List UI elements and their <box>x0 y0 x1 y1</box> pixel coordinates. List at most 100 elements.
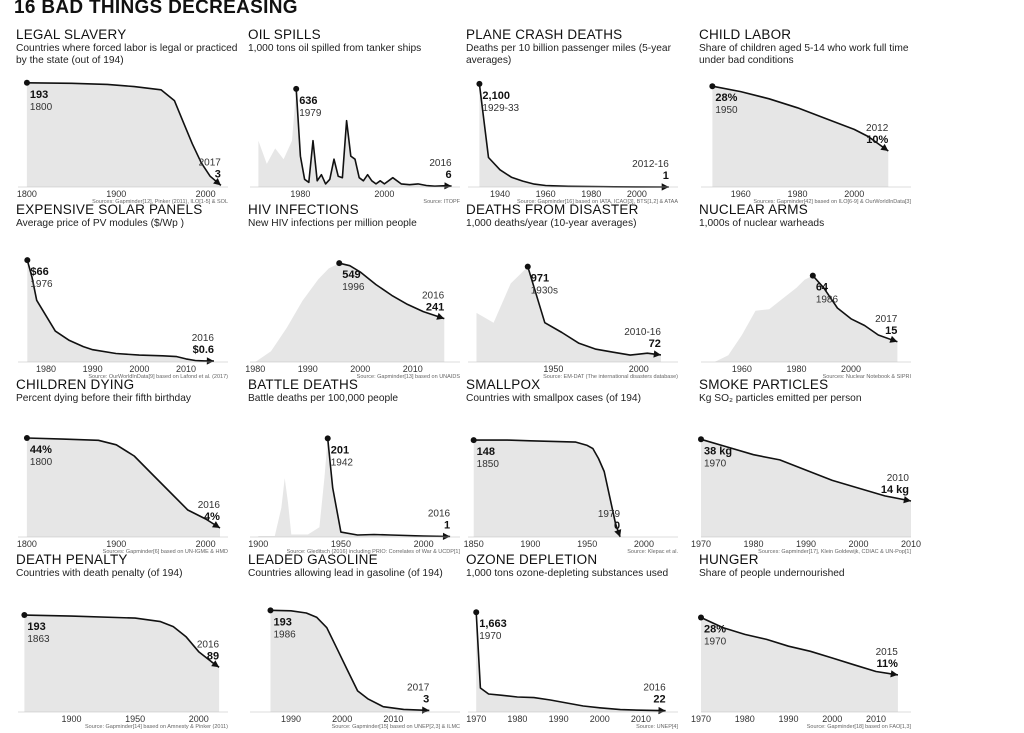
x-tick-label: 2010 <box>901 539 921 549</box>
chart-subtitle: 1,000s of nuclear warheads <box>699 218 825 229</box>
end-value-label: 22 <box>653 694 665 706</box>
x-tick-label: 2000 <box>627 189 647 199</box>
end-arrowhead <box>422 706 430 714</box>
source-note: Source: OurWorldInData[9] based on Lafon… <box>88 374 228 380</box>
end-value-label: 0 <box>614 520 620 532</box>
x-tick-label: 1980 <box>581 189 601 199</box>
x-tick-label: 2000 <box>374 189 394 199</box>
x-tick-label: 1980 <box>743 539 763 549</box>
start-point <box>809 272 816 279</box>
chart-panel: SMALLPOX Countries with smallpox cases (o… <box>464 377 688 555</box>
end-year-label: 2010 <box>887 473 910 484</box>
chart-title: HIV INFECTIONS <box>248 202 359 217</box>
start-point <box>24 257 31 264</box>
x-tick-label: 1900 <box>520 539 540 549</box>
source-note: Sources: Gapminder[12], Pinker (2011), I… <box>92 199 228 205</box>
x-tick-label: 1950 <box>125 714 145 724</box>
series-area <box>27 260 214 362</box>
end-year-label: 2016 <box>198 500 221 511</box>
end-year-label: 2016 <box>429 158 452 169</box>
chart-subtitle: Countries with smallpox cases (of 194) <box>466 393 641 404</box>
source-note: Source: Gapminder[16] based on IATA, ICA… <box>517 199 678 205</box>
end-year-label: 2016 <box>192 333 215 344</box>
end-arrowhead <box>658 706 666 715</box>
x-tick-label: 2000 <box>196 189 216 199</box>
chart-subtitle: Percent dying before their fifth birthda… <box>16 393 191 404</box>
series-area <box>24 615 220 712</box>
source-note: Source: ITOPF <box>423 199 460 205</box>
series-area <box>701 617 898 712</box>
series-area <box>479 83 669 187</box>
chart-title: OZONE DEPLETION <box>466 552 598 567</box>
x-tick-label: 2000 <box>129 364 149 374</box>
chart-title: DEATHS FROM DISASTER <box>466 202 639 217</box>
x-tick-label: 1990 <box>796 539 816 549</box>
end-arrowhead <box>653 350 661 358</box>
start-point <box>698 614 704 621</box>
x-tick-label: 2010 <box>403 364 423 374</box>
end-arrowhead <box>444 182 452 190</box>
series-line <box>26 259 215 362</box>
end-value-label: 11% <box>876 658 898 670</box>
end-arrowhead <box>890 670 898 678</box>
end-value-label: 72 <box>649 338 661 350</box>
start-year-label: 1976 <box>30 279 53 290</box>
end-value-label: 3 <box>215 168 221 180</box>
start-year-label: 1800 <box>30 102 53 113</box>
start-value-label: 148 <box>477 446 495 458</box>
x-tick-label: 1960 <box>732 364 752 374</box>
chart-panel: NUCLEAR ARMS 1,000s of nuclear warheads 19… <box>699 202 921 380</box>
end-arrowhead <box>903 496 911 504</box>
x-tick-label: 1960 <box>731 189 751 199</box>
start-year-label: 1930s <box>531 286 558 297</box>
series-line <box>527 266 661 356</box>
x-tick-label: 2000 <box>414 539 434 549</box>
series-area <box>714 275 898 362</box>
x-tick-label: 1900 <box>106 189 126 199</box>
start-value-label: 2,100 <box>482 90 510 102</box>
start-value-label: 1,663 <box>479 618 507 630</box>
series-area <box>255 263 445 362</box>
chart-title: OIL SPILLS <box>248 27 321 42</box>
chart-title: HUNGER <box>699 552 759 567</box>
chart-panel: EXPENSIVE SOLAR PANELS Average price of P… <box>16 202 238 380</box>
end-year-label: 2016 <box>422 291 445 302</box>
start-value-label: 44% <box>30 444 52 456</box>
chart-title: LEADED GASOLINE <box>248 552 378 567</box>
end-year-label: 1979 <box>598 509 621 520</box>
x-tick-label: 2000 <box>196 539 216 549</box>
x-tick-label: 1980 <box>290 189 310 199</box>
start-year-label: 1979 <box>299 108 322 119</box>
x-tick-label: 2000 <box>848 539 868 549</box>
series-line <box>26 82 222 187</box>
end-value-label: 241 <box>426 302 444 314</box>
chart-panel: BATTLE DEATHS Battle deaths per 100,000 p… <box>248 377 470 555</box>
chart-panel: CHILDREN DYING Percent dying before their… <box>16 377 238 555</box>
x-tick-label: 2000 <box>590 714 610 724</box>
x-tick-label: 2010 <box>176 364 196 374</box>
chart-panel: OZONE DEPLETION 1,000 tons ozone-depletin… <box>466 552 688 730</box>
x-tick-label: 2000 <box>629 364 649 374</box>
chart-title: DEATH PENALTY <box>16 552 128 567</box>
end-value-label: 4% <box>204 511 220 523</box>
chart-subtitle: Average price of PV modules ($/Wp ) <box>16 218 184 229</box>
chart-plot: 1970 1980 1990 2000 201028%1970201511%Source… <box>691 614 911 730</box>
chart-title: NUCLEAR ARMS <box>699 202 808 217</box>
end-arrowhead <box>211 660 220 668</box>
chart-title: SMALLPOX <box>466 377 541 392</box>
start-value-label: $66 <box>30 266 48 278</box>
x-tick-label: 1990 <box>83 364 103 374</box>
end-year-label: 2010-16 <box>624 327 661 338</box>
end-arrowhead <box>880 143 889 151</box>
chart-title: CHILDREN DYING <box>16 377 135 392</box>
end-arrowhead <box>889 335 898 343</box>
chart-subtitle: Countries allowing lead in gasoline (of … <box>248 568 443 579</box>
x-tick-label: 1800 <box>17 539 37 549</box>
start-year-label: 1950 <box>715 105 738 116</box>
start-point <box>336 260 343 267</box>
end-value-label: 15 <box>885 325 897 337</box>
